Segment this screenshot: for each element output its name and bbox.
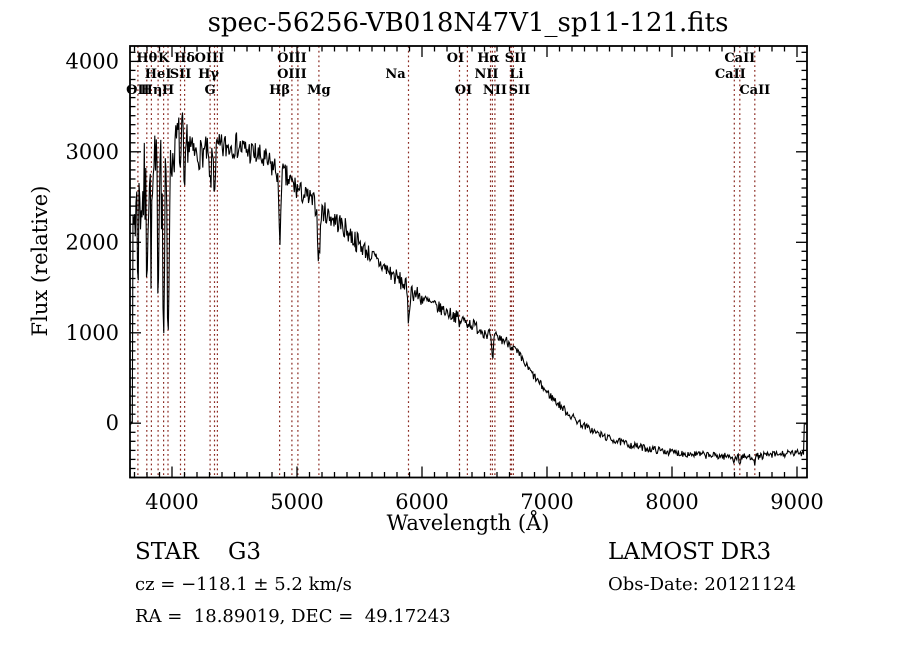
y-axis-tick-label: 3000 [66,140,119,164]
spectral-line-label: Li [509,67,523,82]
spectral-line-label: OIII [277,67,307,82]
plot-frame [129,45,808,479]
obs-date-text: Obs-Date: 20121124 [608,574,797,595]
y-axis-tick-label: 4000 [66,49,119,73]
spectral-line-markers [137,46,756,478]
spectral-line-label: SII [505,51,527,66]
x-axis-tick-label: 6000 [395,490,448,514]
spectral-line-label: H [162,83,174,98]
spectral-line-label: Hα [477,51,499,66]
spectral-line-label: SII [170,67,192,82]
plot-frame-border [129,45,808,479]
spectral-line-label: CaII [739,83,770,98]
spectral-line-label: Na [385,67,406,82]
spectral-line-label: SII [509,83,531,98]
coordinates-text: RA = 18.89019, DEC = 49.17243 [135,606,451,627]
x-axis-tick-label: 4000 [145,490,198,514]
x-axis-label: Wavelength (Å) [387,510,550,535]
spectral-line-label: Hγ [198,67,219,82]
spectral-line-label: OI [455,83,472,98]
spectral-line-label: OII [126,83,150,98]
spectral-line-label: Mg [307,83,330,98]
spectral-line-label: CaII [724,51,755,66]
y-axis-label: Flux (relative) [28,186,52,337]
spectral-line-label: OIII [277,51,307,66]
spectral-line-label: NII [483,83,507,98]
spectral-line-label: OIII [195,51,225,66]
spectral-line-labels: OIIHθHηHeIKHSIIHδGHγOIIIHβOIIIOIIIMgNaOI… [126,51,770,98]
x-axis-tick-label: 7000 [520,490,573,514]
x-axis-tick-label: 8000 [645,490,698,514]
survey-text: LAMOST DR3 [608,539,772,565]
spectral-line-label: Hβ [269,83,290,98]
classification-text: STAR G3 [135,539,262,565]
velocity-text: cz = −118.1 ± 5.2 km/s [135,574,352,595]
spectral-line-label: OI [447,51,464,66]
y-axis-tick-label: 1000 [66,321,119,345]
plot-title: spec-56256-VB018N47V1_sp11-121.fits [208,8,729,38]
y-axis-tick-label: 0 [106,411,119,435]
axis-tick-labels: 4000 5000 6000 7000 8000 9000 0 1000 2000 3000 400… [66,49,824,514]
x-axis-tick-label: 5000 [270,490,323,514]
spectral-line-label: Hθ [136,51,157,66]
spectral-line-label: K [158,51,170,66]
spectral-line-label: G [205,83,216,98]
spectral-line-label: HeI [145,67,172,82]
axis-ticks [130,46,807,479]
x-axis-tick-label: 9000 [770,490,823,514]
spectral-line-label: NII [474,67,498,82]
spectral-line-label: CaII [715,67,746,82]
spectral-line-label: Hδ [174,51,195,66]
spectral-line-label: Hη [141,83,163,98]
y-axis-tick-label: 2000 [66,230,119,254]
spectrum-trace [129,112,807,466]
